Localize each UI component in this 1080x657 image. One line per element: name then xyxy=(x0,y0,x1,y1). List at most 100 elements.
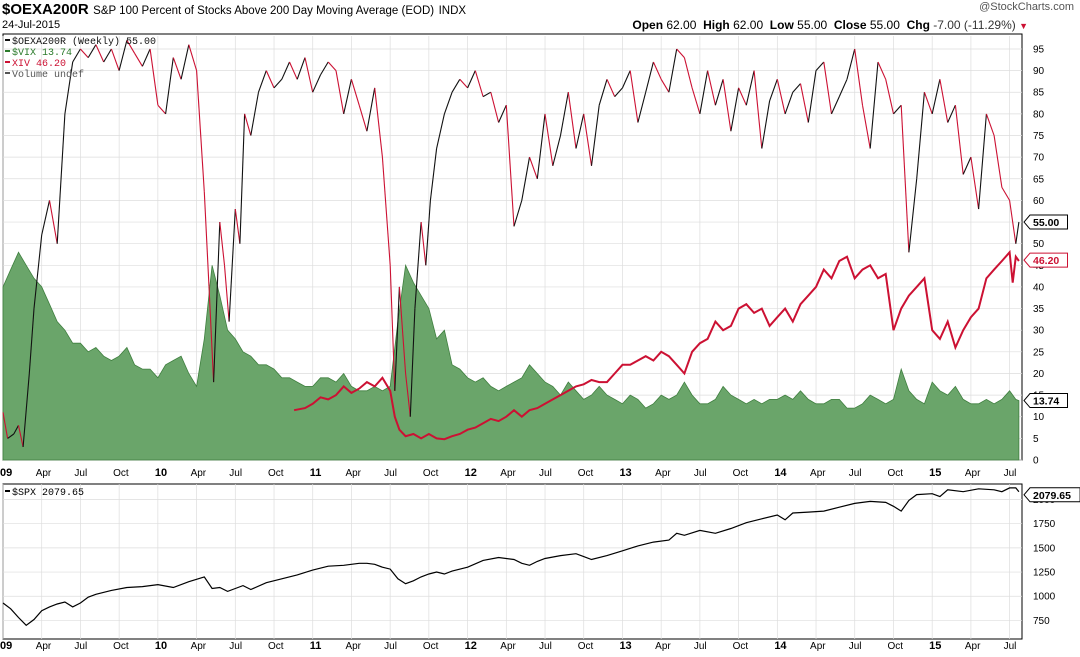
oexa200r-segment xyxy=(350,79,360,106)
exchange-label: INDX xyxy=(438,5,467,17)
oexa200r-segment xyxy=(157,104,167,115)
top-y-tick-label: 35 xyxy=(1033,304,1045,315)
bottom-y-tick-label: 1750 xyxy=(1033,519,1056,530)
spx-legend-swatch xyxy=(5,490,10,492)
top-x-tick-label: Apr xyxy=(36,468,52,479)
oexa200r-segment xyxy=(87,44,97,58)
oexa200r-segment xyxy=(405,373,411,417)
oexa200r-segment xyxy=(707,70,716,106)
oexa200r-segment xyxy=(583,113,593,166)
watermark: @StockCharts.com xyxy=(979,1,1074,13)
spx-legend-entry: $SPX 2079.65 xyxy=(12,487,84,499)
symbol-description: S&P 100 Percent of Stocks Above 200 Day … xyxy=(93,5,435,17)
oexa200r-segment xyxy=(443,92,453,115)
oexa200r-segment xyxy=(908,178,918,253)
chg-label: Chg xyxy=(906,18,930,32)
oexa200r-segment xyxy=(409,308,416,417)
oexa200r-segment xyxy=(244,113,252,136)
oexa200r-segment xyxy=(425,200,431,266)
oexa200r-segment xyxy=(683,57,693,89)
oexa200r-segment xyxy=(954,105,964,175)
open-value: 62.00 xyxy=(666,18,697,32)
oexa200r-segment xyxy=(134,53,143,67)
oexa200r-segment xyxy=(64,61,74,114)
oexa200r-segment xyxy=(544,113,554,166)
oexa200r-segment xyxy=(219,221,226,266)
top-x-tick-label: 09 xyxy=(0,467,12,479)
oexa200r-segment xyxy=(645,61,654,93)
oexa200r-segment xyxy=(738,87,747,106)
oexa-last-value-tag-box xyxy=(1023,214,1068,230)
top-x-tick-label: Oct xyxy=(887,468,903,479)
oexa200r-segment xyxy=(923,92,933,115)
top-x-tick-label: Jul xyxy=(74,468,87,479)
oexa200r-segment xyxy=(33,234,43,309)
oexa200r-segment xyxy=(394,286,400,391)
bottom-panel-frame xyxy=(2,483,1023,640)
oexa200r-segment xyxy=(606,79,616,97)
bottom-x-tick-label: 15 xyxy=(929,640,941,652)
top-x-tick-label: Jul xyxy=(1004,468,1017,479)
oexa200r-segment xyxy=(528,156,538,179)
top-x-tick-label: Oct xyxy=(578,468,594,479)
oexa200r-segment xyxy=(429,148,438,201)
chg-value: -7.00 (-11.29%) xyxy=(933,18,1016,32)
oexa200r-segment xyxy=(172,57,182,80)
bottom-x-tick-label: Oct xyxy=(423,641,439,652)
bottom-x-tick-label: Jul xyxy=(694,641,707,652)
bottom-x-tick-label: Jul xyxy=(1004,641,1017,652)
oexa200r-segment xyxy=(72,48,81,63)
symbol: $OEXA200R xyxy=(2,1,89,18)
oexa200r-segment xyxy=(652,61,662,80)
close-value: 55.00 xyxy=(869,18,900,32)
low-label: Low xyxy=(769,18,794,32)
oexa200r-segment xyxy=(273,78,283,89)
top-x-tick-label: Apr xyxy=(810,468,826,479)
top-x-tick-label: Jul xyxy=(384,468,397,479)
oexa200r-segment xyxy=(691,87,701,115)
oexa200r-segment xyxy=(536,113,546,179)
ohlc-readout: Open 62.00 High 62.00 Low 55.00 Close 55… xyxy=(632,18,1028,32)
oexa200r-segment xyxy=(459,78,469,89)
top-y-tick-label: 20 xyxy=(1033,369,1045,380)
oexa200r-segment xyxy=(668,48,678,93)
oexa200r-segment xyxy=(660,79,670,93)
oexa200r-segment xyxy=(900,105,910,253)
top-x-tick-label: 13 xyxy=(619,467,631,479)
oexa200r-segment xyxy=(374,87,383,158)
oexa200r-segment xyxy=(590,105,600,166)
oexa200r-segment xyxy=(854,48,864,106)
oexa200r-segment xyxy=(753,70,763,149)
bottom-x-tick-label: Apr xyxy=(191,641,207,652)
spx-line xyxy=(2,487,1020,627)
oexa200r-segment xyxy=(451,79,461,93)
high-value: 62.00 xyxy=(733,18,764,32)
top-x-tick-label: Apr xyxy=(191,468,207,479)
spx-last-value-tag: 2079.65 xyxy=(1023,487,1080,503)
oexa200r-segment xyxy=(420,221,427,266)
oexa200r-segment xyxy=(474,70,484,97)
legend-swatch xyxy=(5,39,10,41)
oexa200r-segment xyxy=(304,57,314,93)
bottom-x-tick-label: 14 xyxy=(774,640,787,652)
oexa200r-segment xyxy=(978,113,987,210)
top-y-tick-label: 30 xyxy=(1033,326,1045,337)
oexa200r-segment xyxy=(223,265,230,322)
oexa200r-segment xyxy=(296,57,306,80)
oexa200r-segment xyxy=(962,156,972,175)
oexa200r-segment xyxy=(79,48,89,58)
oexa200r-segment xyxy=(838,79,848,97)
chart-title: $OEXA200R S&P 100 Percent of Stocks Abov… xyxy=(2,1,466,19)
oexa200r-segment xyxy=(436,113,445,149)
oexa200r-segment xyxy=(629,70,639,123)
oexa200r-segment xyxy=(110,48,120,71)
oexa200r-segment xyxy=(893,104,902,115)
bottom-x-tick-label: Jul xyxy=(539,641,552,652)
legend-entry: Volume undef xyxy=(12,69,84,81)
oexa200r-segment xyxy=(776,79,786,115)
oexa200r-segment xyxy=(676,48,685,58)
oexa200r-segment xyxy=(714,79,724,106)
bottom-x-tick-label: Jul xyxy=(74,641,87,652)
bottom-x-tick-label: Oct xyxy=(733,641,749,652)
bottom-x-tick-label: Jul xyxy=(229,641,242,652)
